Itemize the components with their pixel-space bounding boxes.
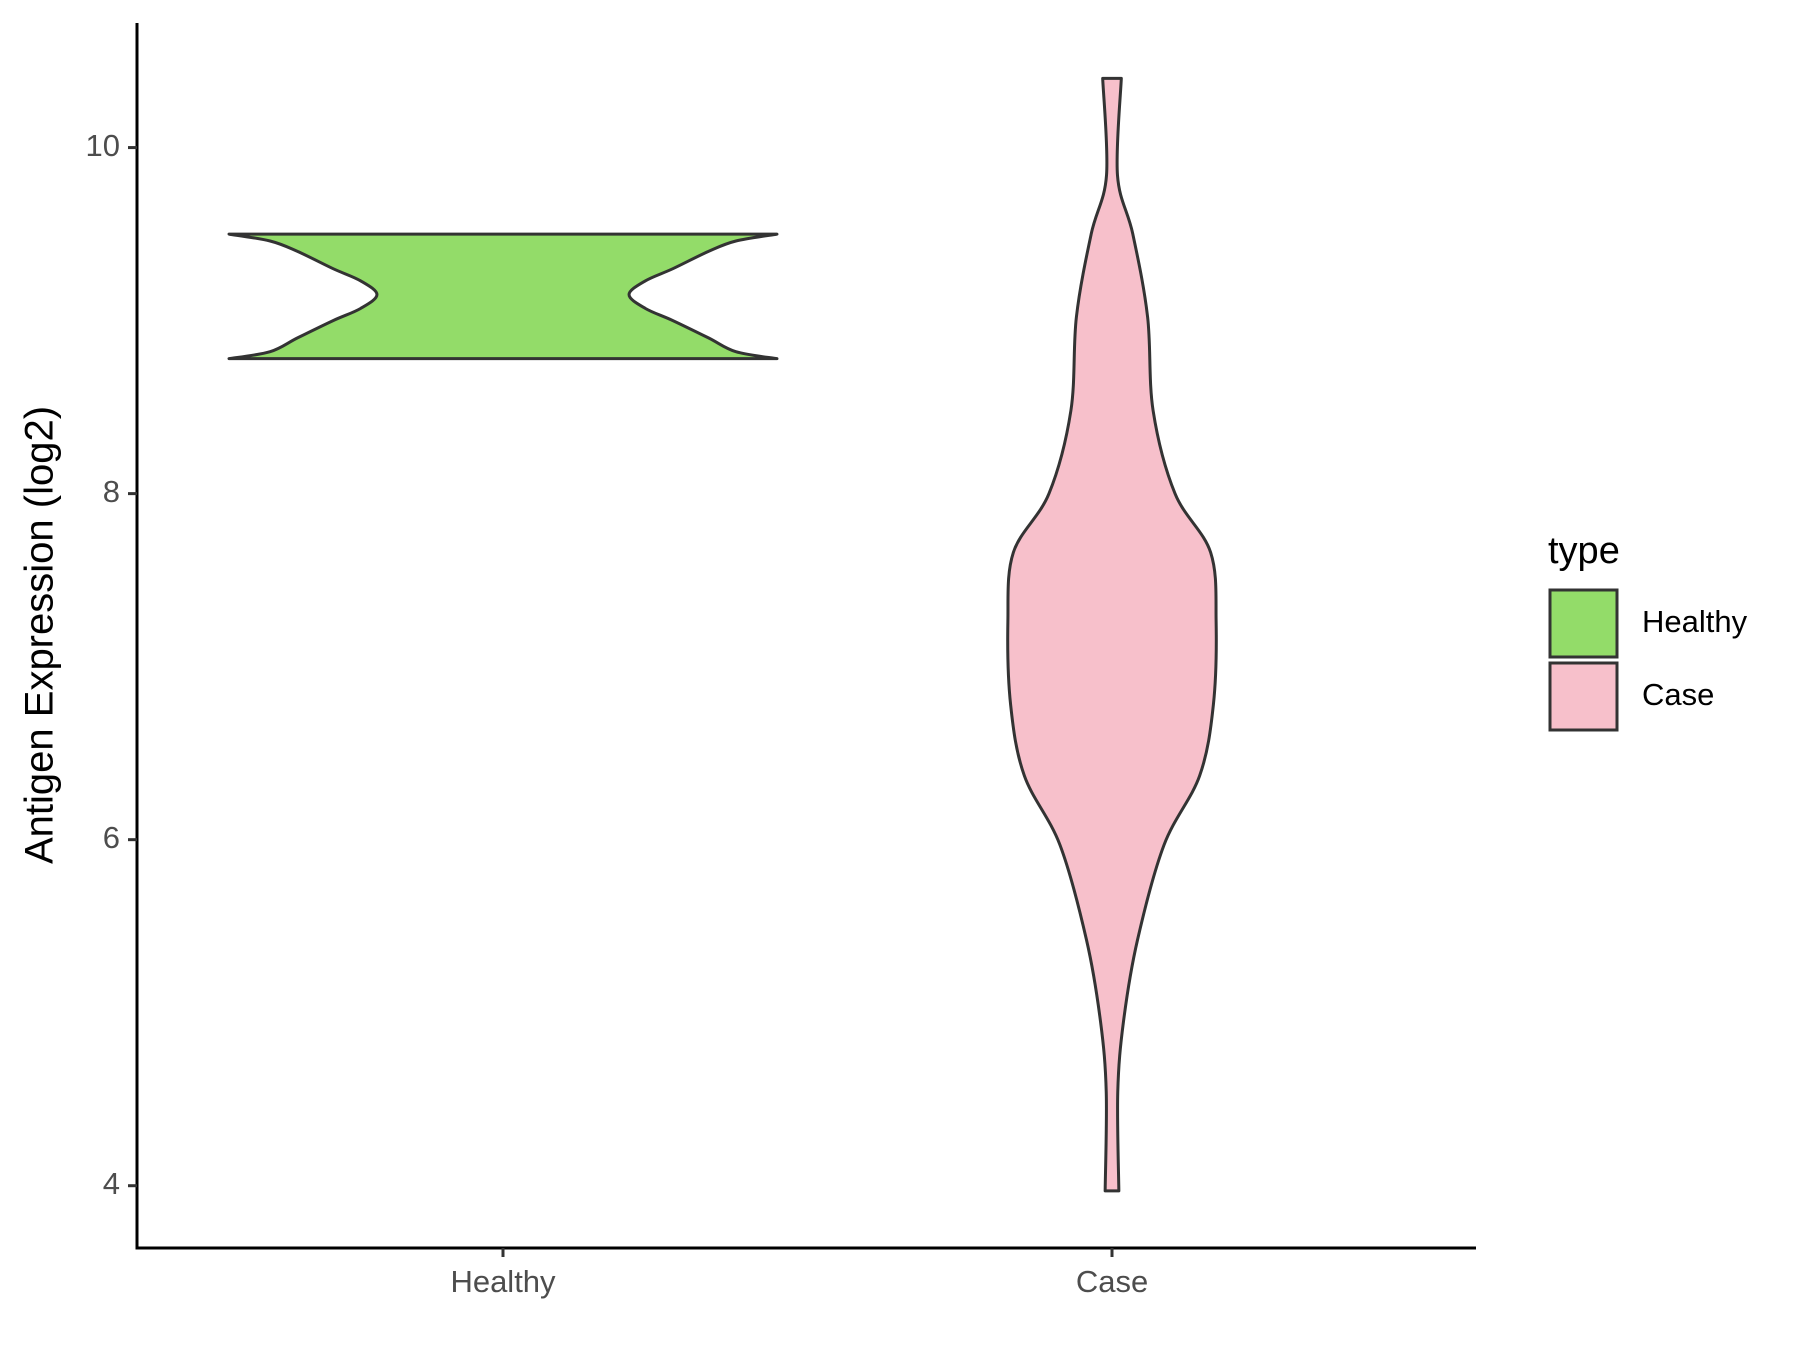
legend-label: Case <box>1642 677 1714 712</box>
y-tick-label: 4 <box>103 1166 120 1201</box>
y-tick-label: 6 <box>103 820 120 855</box>
x-tick-label: Healthy <box>450 1264 556 1299</box>
violin <box>1006 76 1218 1193</box>
violin <box>227 232 779 361</box>
x-tick-label: Case <box>1076 1264 1148 1299</box>
legend-title: type <box>1548 530 1620 572</box>
y-tick-label: 10 <box>86 128 120 163</box>
y-tick-label: 8 <box>103 474 120 509</box>
legend-key <box>1548 661 1619 732</box>
y-axis-label: Antigen Expression (log2) <box>18 406 62 864</box>
legend-label: Healthy <box>1642 604 1748 639</box>
legend-key <box>1548 588 1619 659</box>
